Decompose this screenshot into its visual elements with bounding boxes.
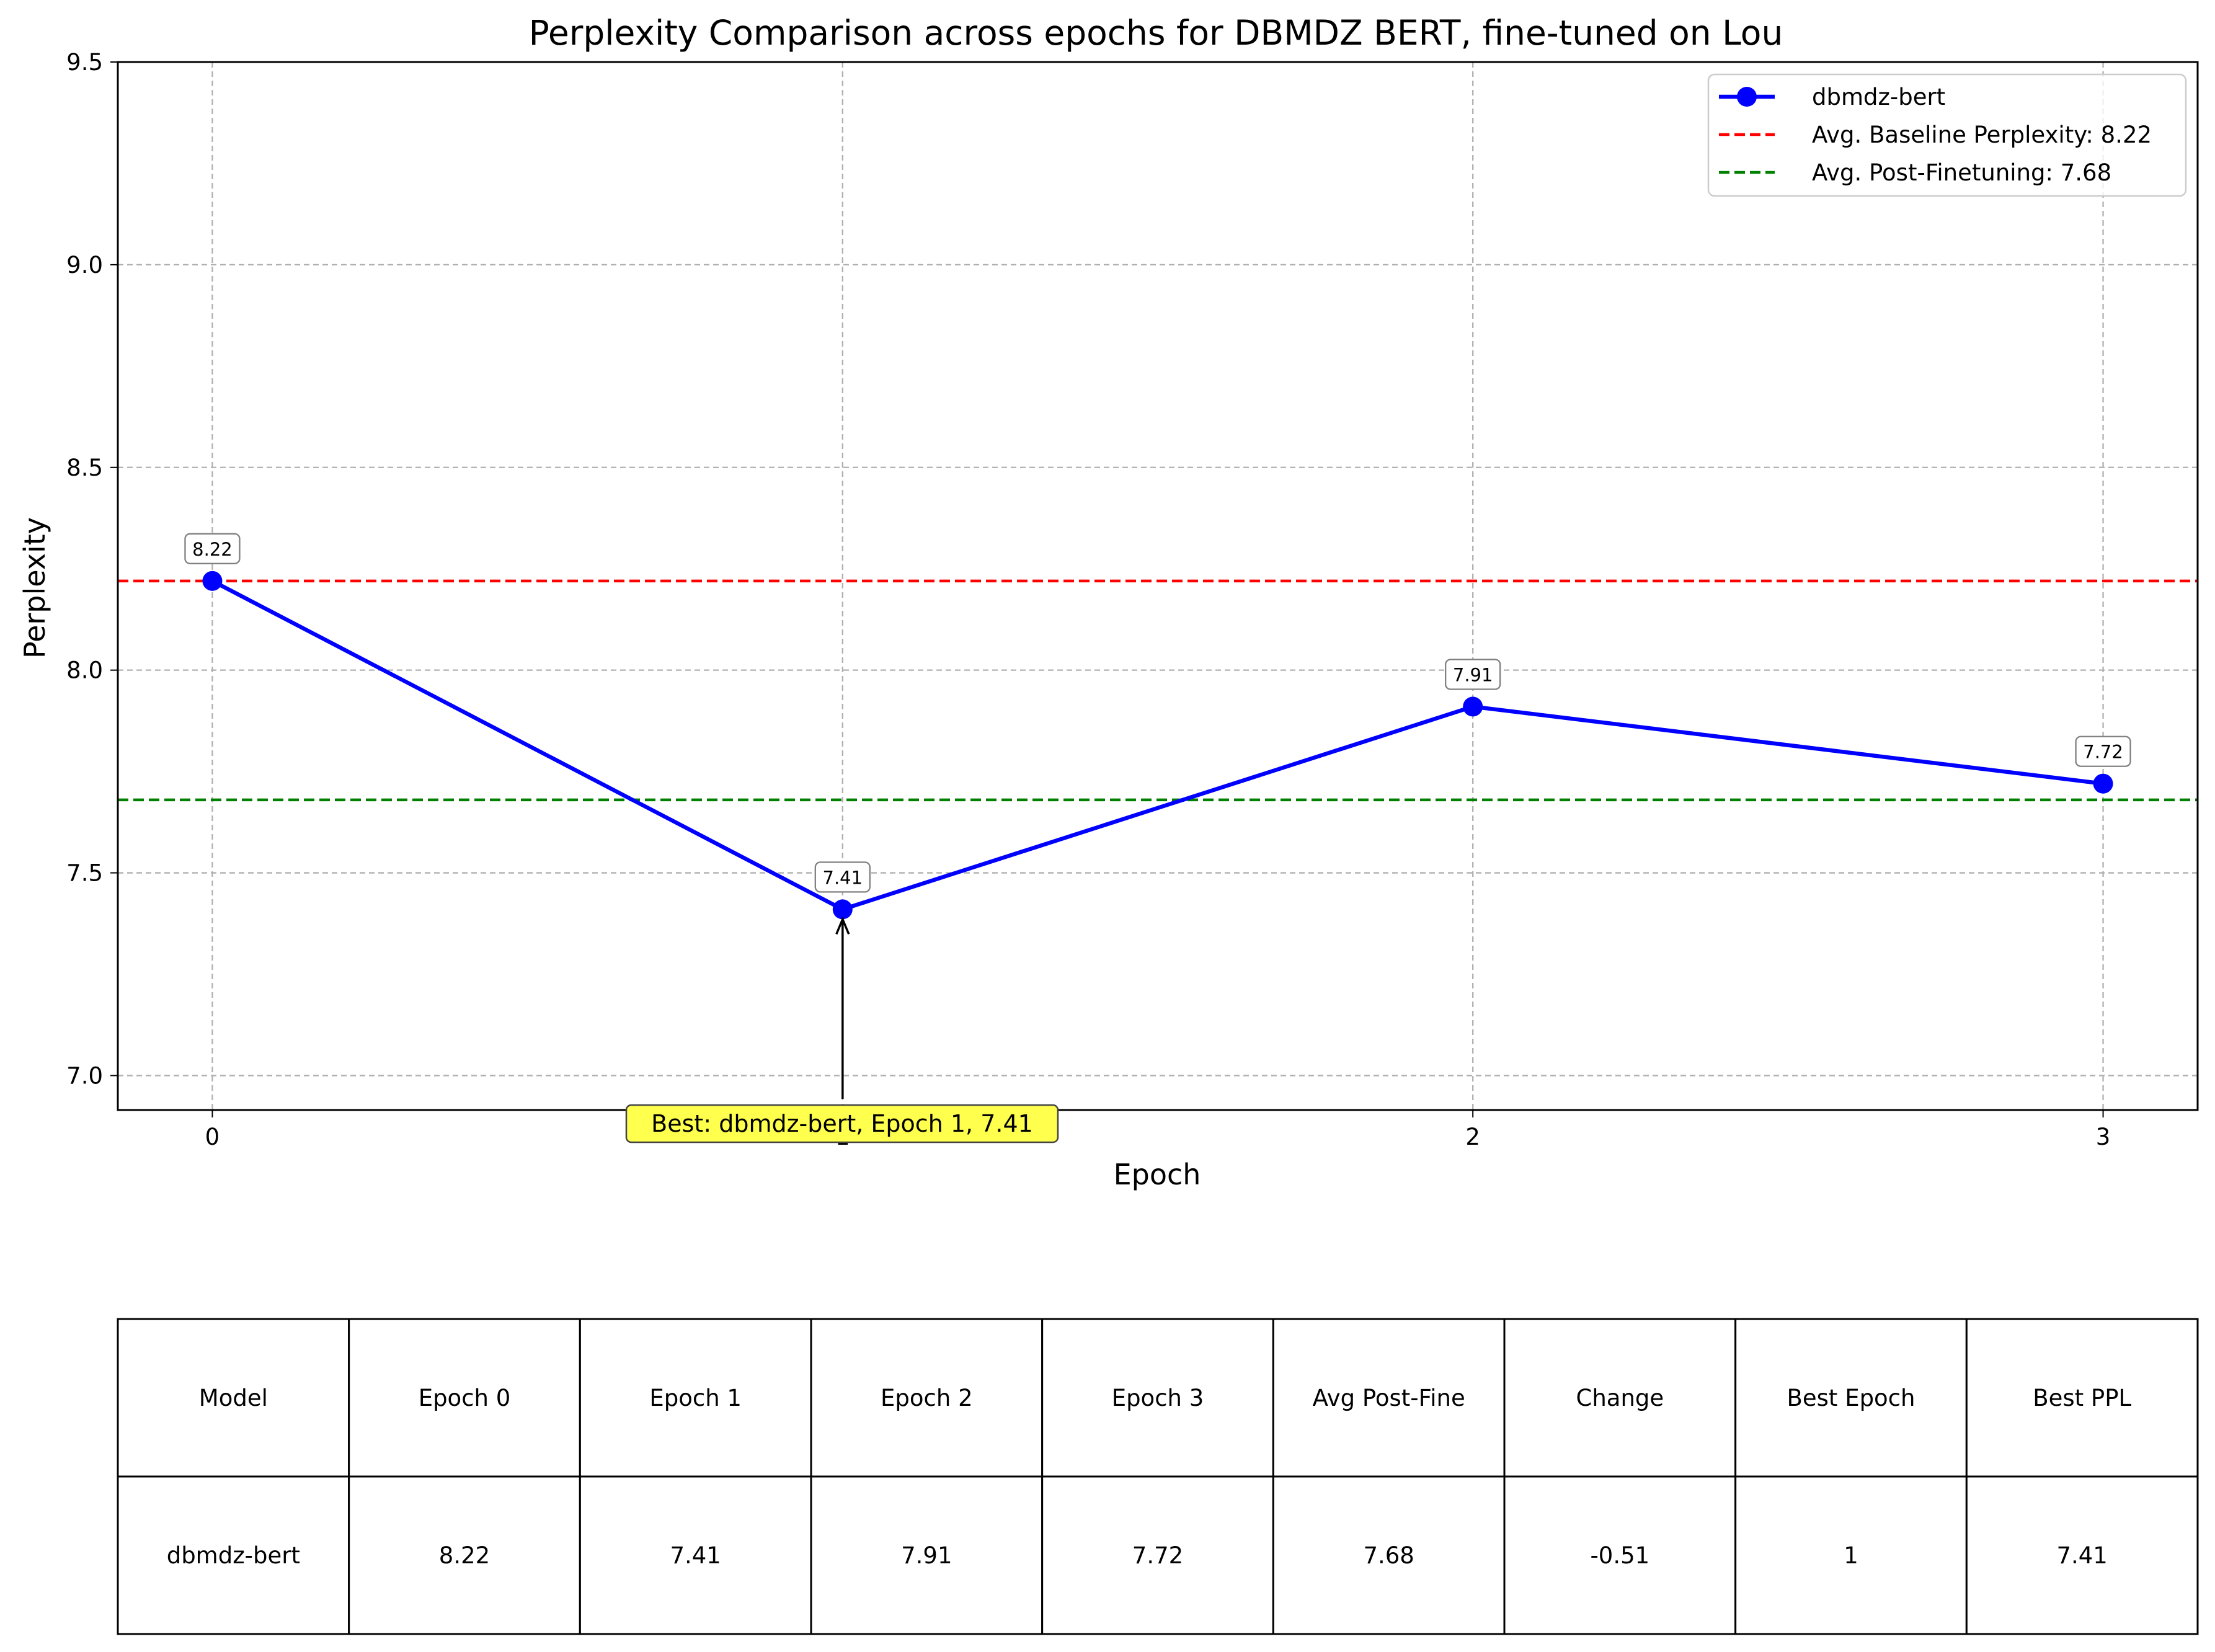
table-cell-text: 1: [1844, 1542, 1858, 1569]
x-tick-label: 3: [2096, 1124, 2111, 1150]
table-header-text: Epoch 1: [649, 1385, 742, 1411]
table-cell: [1272, 1475, 1506, 1635]
series-line-dbmdz-bert: [211, 579, 2103, 912]
legend-label: dbmdz-bert: [1812, 84, 1945, 110]
chart-title: Perplexity Comparison across epochs for …: [529, 13, 1783, 53]
legend: dbmdz-bert Avg. Baseline Perplexity: 8.22…: [1707, 73, 2187, 197]
y-tick-label: 8.0: [66, 657, 103, 684]
summary-table: Model Epoch 0 Epoch 1 Epoch 2 Epoch 3 Avg Pos…: [117, 1318, 2199, 1635]
table-header-text: Epoch 3: [1112, 1385, 1204, 1411]
y-tick-label: 8.5: [66, 455, 103, 481]
legend-box: [1707, 73, 2187, 197]
table-header-cell: [579, 1318, 812, 1478]
point-label-box: [184, 533, 241, 564]
table-cell: [1503, 1475, 1737, 1635]
table-cell-text: -0.51: [1590, 1542, 1649, 1569]
x-tick-label: 2: [1465, 1124, 1480, 1150]
point-label: 7.91: [1453, 664, 1493, 685]
plot-area: 01237.07.58.08.59.09.58.227.417.917.72Be…: [66, 49, 2199, 1150]
legend-label: Avg. Baseline Perplexity: 8.22: [1812, 122, 2152, 148]
annotation-arrow-head: [835, 916, 850, 935]
table-header-text: Best Epoch: [1787, 1385, 1915, 1411]
table-cell-text: 8.22: [439, 1542, 490, 1569]
table-header-cell: [348, 1318, 581, 1478]
data-point-marker: [832, 899, 853, 920]
table-header-text: Best PPL: [2033, 1385, 2131, 1411]
table-header-cell: [1272, 1318, 1506, 1478]
table-cell-text: 7.41: [670, 1542, 721, 1569]
x-axis-label: Epoch: [1114, 1158, 1201, 1191]
data-point-marker: [1463, 696, 1483, 717]
y-tick-label: 7.5: [66, 860, 103, 887]
table-cell: [579, 1475, 812, 1635]
point-label-box: [2075, 735, 2131, 767]
table-header-text: Epoch 0: [419, 1385, 511, 1411]
table-header-cell: [1041, 1318, 1274, 1478]
point-label-box: [1445, 659, 1501, 690]
table-cell-text: 7.68: [1363, 1542, 1414, 1569]
point-label: 8.22: [192, 539, 233, 560]
annotation-box: [625, 1104, 1059, 1144]
table-cell-text: 7.41: [2056, 1542, 2107, 1569]
table-cell-text: dbmdz-bert: [167, 1542, 300, 1569]
table-cell: [810, 1475, 1044, 1635]
table-cell: [117, 1475, 350, 1635]
data-point-marker: [202, 571, 223, 591]
legend-label: Avg. Post-Finetuning: 7.68: [1812, 159, 2111, 186]
table-cell: [1734, 1475, 1968, 1635]
y-tick-label: 9.5: [66, 49, 103, 76]
point-label: 7.41: [823, 867, 863, 888]
point-label: 7.72: [2083, 742, 2123, 763]
annotation-text: Best: dbmdz-bert, Epoch 1, 7.41: [651, 1110, 1033, 1137]
table-header-text: Avg Post-Fine: [1313, 1385, 1465, 1411]
y-axis-label: Perplexity: [18, 517, 51, 659]
data-point-marker: [2093, 773, 2113, 794]
table-cell: [1965, 1475, 2199, 1635]
table-header-text: Epoch 2: [881, 1385, 973, 1411]
table-header-cell: [1965, 1318, 2199, 1478]
y-tick-label: 7.0: [66, 1062, 103, 1089]
x-tick-label: 0: [205, 1124, 220, 1150]
table-cell-text: 7.72: [1132, 1542, 1183, 1569]
table-header-text: Change: [1576, 1385, 1664, 1411]
table-header-text: Model: [199, 1385, 268, 1411]
axes-frame: [117, 61, 2199, 1111]
point-label-box: [814, 861, 871, 893]
table-header-cell: [810, 1318, 1044, 1478]
y-tick-label: 9.0: [66, 252, 103, 278]
legend-marker-dbmdz-bert: [1737, 87, 1757, 107]
table-cell-text: 7.91: [901, 1542, 952, 1569]
